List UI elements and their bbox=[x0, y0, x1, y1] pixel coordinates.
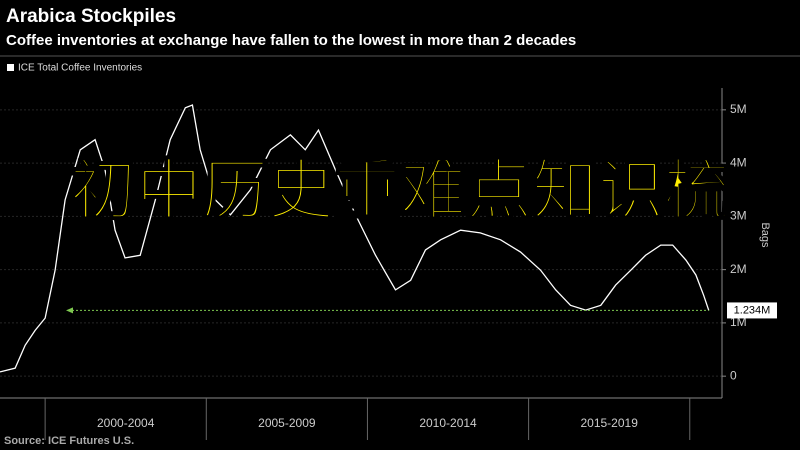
last-value-box bbox=[727, 302, 777, 319]
y-tick-label: 5M bbox=[730, 102, 747, 116]
chart-subtitle: Coffee inventories at exchange have fall… bbox=[6, 32, 576, 49]
y-axis-label: Bags bbox=[759, 222, 771, 248]
overlay-text: 初中历史重难点知识梳 bbox=[69, 151, 731, 230]
last-value-arrow bbox=[66, 307, 73, 314]
y-tick-label: 0 bbox=[730, 368, 737, 382]
legend-swatch bbox=[7, 64, 14, 71]
x-period-label: 2005-2009 bbox=[258, 416, 316, 430]
x-period-label: 2015-2019 bbox=[580, 416, 638, 430]
y-tick-label: 4M bbox=[730, 155, 747, 169]
last-value-label: 1.234M bbox=[734, 304, 771, 316]
x-period-label: 2000-2004 bbox=[97, 416, 155, 430]
source: Source: ICE Futures U.S. bbox=[4, 435, 134, 447]
chart-title: Arabica Stockpiles bbox=[6, 6, 176, 27]
legend-label: ICE Total Coffee Inventories bbox=[18, 63, 142, 74]
y-tick-label: 3M bbox=[730, 209, 747, 223]
x-period-label: 2010-2014 bbox=[419, 416, 477, 430]
y-tick-label: 1M bbox=[730, 315, 747, 329]
series-line bbox=[0, 104, 710, 373]
y-tick-label: 2M bbox=[730, 262, 747, 276]
